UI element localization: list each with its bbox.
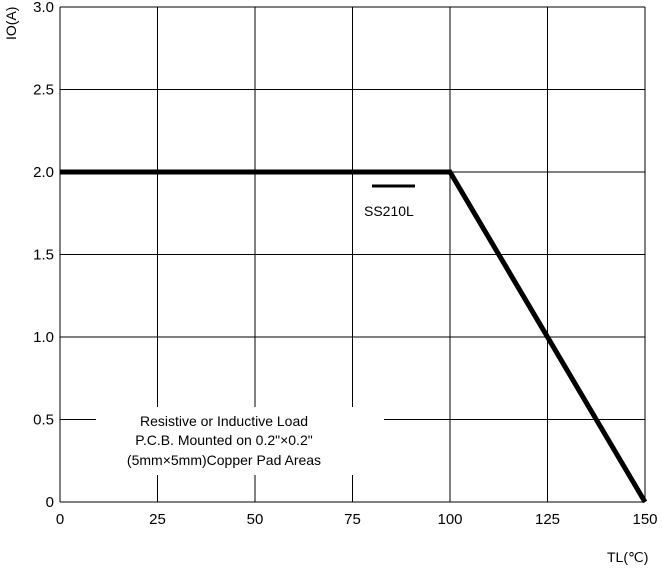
x-tick-label-4: 100	[437, 511, 462, 528]
y-tick-label-4: 2.0	[33, 164, 54, 181]
x-axis-label: TL(℃)	[607, 549, 648, 565]
y-tick-label-6: 3.0	[33, 0, 54, 16]
x-tick-label-6: 150	[632, 511, 657, 528]
y-tick-labels: 0 0.5 1.0 1.5 2.0 2.5 3.0	[33, 0, 54, 511]
annotation-line-2: P.C.B. Mounted on 0.2"×0.2"	[135, 432, 312, 448]
x-tick-label-2: 50	[247, 511, 264, 528]
series-line-0	[60, 169, 648, 504]
x-tick-label-3: 75	[344, 511, 361, 528]
legend-label: SS210L	[364, 203, 414, 219]
annotation-line-3: (5mm×5mm)Copper Pad Areas	[127, 452, 321, 468]
y-tick-label-3: 1.5	[33, 247, 54, 264]
y-axis-label: IO(A)	[3, 7, 19, 40]
y-tick-label-5: 2.5	[33, 82, 54, 99]
series-group	[60, 169, 648, 504]
y-tick-label-2: 1.0	[33, 329, 54, 346]
annotation-background	[96, 407, 384, 475]
x-tick-label-1: 25	[149, 511, 166, 528]
y-tick-label-0: 0	[46, 494, 54, 511]
legend: SS210L	[364, 184, 415, 219]
x-tick-label-0: 0	[56, 511, 64, 528]
x-tick-label-5: 125	[535, 511, 560, 528]
annotation-box: Resistive or Inductive Load P.C.B. Mount…	[96, 407, 384, 475]
x-tick-labels: 0 25 50 75 100 125 150	[56, 511, 658, 528]
annotation-line-1: Resistive or Inductive Load	[140, 413, 308, 429]
y-tick-label-1: 0.5	[33, 412, 54, 429]
